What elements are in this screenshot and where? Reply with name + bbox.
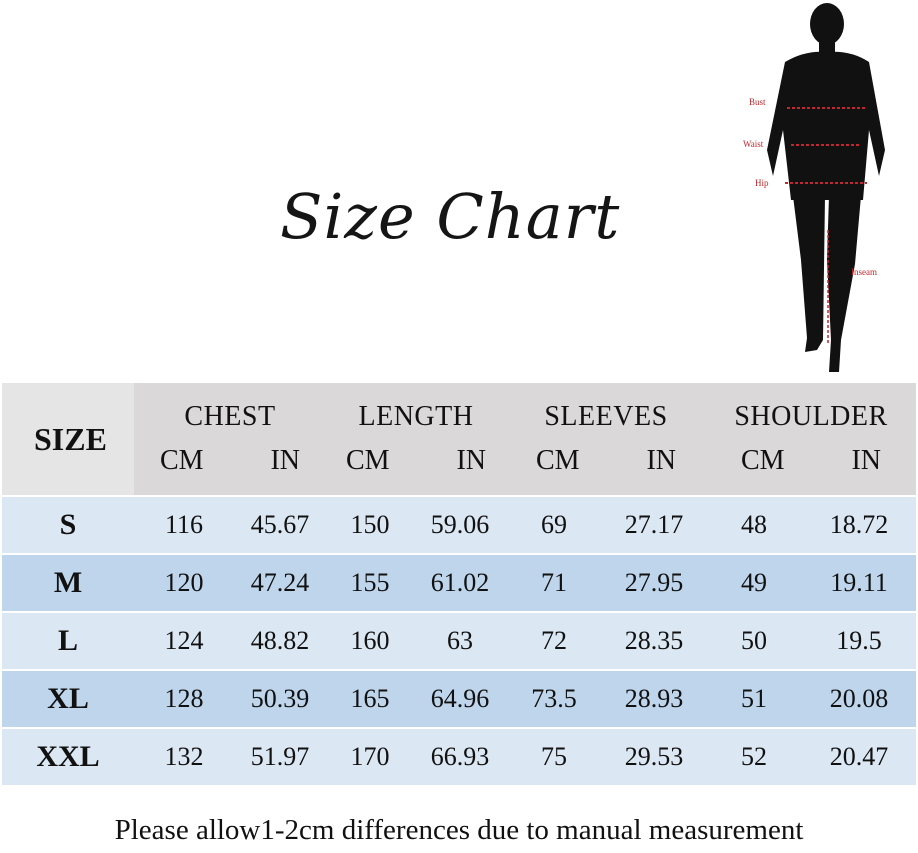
chest-header: CHEST CM IN [134,383,326,495]
in-cell: 61.02 [414,555,506,611]
in-cell: 19.5 [802,613,916,669]
in-cell: 20.08 [802,671,916,727]
in-cell: 64.96 [414,671,506,727]
in-cell: 28.93 [602,671,706,727]
cm-cell: 73.5 [506,671,602,727]
unit-cm: CM [536,445,580,476]
row-separator [2,553,916,555]
group-name: SHOULDER [734,401,888,432]
measurement-note: Please allow1-2cm differences due to man… [114,814,804,846]
size-header: SIZE [2,383,134,495]
unit-in: IN [851,445,881,476]
in-cell: 48.82 [234,613,326,669]
cm-cell: 69 [506,497,602,553]
size-cell: M [2,555,134,611]
size-cell: XXL [2,729,134,785]
in-cell: 29.53 [602,729,706,785]
man-silhouette-figure: Bust Waist Hip Inseam [743,3,885,372]
cm-cell: 160 [326,613,414,669]
shoulder-header: SHOULDER CM IN [706,383,916,495]
unit-in: IN [456,445,486,476]
in-cell: 47.24 [234,555,326,611]
row-separator [2,611,916,613]
cm-cell: 116 [134,497,234,553]
size-chart-table: SIZE CHEST CM IN LENGTH CM IN SLEEVES [2,383,916,785]
in-cell: 59.06 [414,497,506,553]
cm-cell: 48 [706,497,802,553]
row-separator [2,495,916,497]
sleeves-header: SLEEVES CM IN [506,383,706,495]
in-cell: 19.11 [802,555,916,611]
cm-cell: 128 [134,671,234,727]
waist-label: Waist [743,139,764,149]
size-cell: XL [2,671,134,727]
cm-cell: 72 [506,613,602,669]
hip-label: Hip [755,178,769,188]
table-row: M 120 47.24 155 61.02 71 27.95 49 19.11 [2,555,916,611]
cm-cell: 165 [326,671,414,727]
cm-cell: 75 [506,729,602,785]
unit-in: IN [270,445,300,476]
in-cell: 18.72 [802,497,916,553]
in-cell: 51.97 [234,729,326,785]
in-cell: 45.67 [234,497,326,553]
size-cell: L [2,613,134,669]
group-name: SLEEVES [544,401,668,432]
in-cell: 66.93 [414,729,506,785]
cm-cell: 50 [706,613,802,669]
group-name: CHEST [184,401,276,432]
table-row: S 116 45.67 150 59.06 69 27.17 48 18.72 [2,497,916,553]
in-cell: 28.35 [602,613,706,669]
cm-cell: 155 [326,555,414,611]
cm-cell: 124 [134,613,234,669]
cm-cell: 51 [706,671,802,727]
bust-label: Bust [749,97,766,107]
cm-cell: 170 [326,729,414,785]
group-name: LENGTH [358,401,474,432]
unit-cm: CM [160,445,204,476]
inseam-label: Inseam [851,267,877,277]
cm-cell: 52 [706,729,802,785]
length-header: LENGTH CM IN [326,383,506,495]
in-cell: 27.95 [602,555,706,611]
table-row: XXL 132 51.97 170 66.93 75 29.53 52 20.47 [2,729,916,785]
cm-cell: 71 [506,555,602,611]
table-header-row: SIZE CHEST CM IN LENGTH CM IN SLEEVES [2,383,916,495]
row-separator [2,669,916,671]
cm-cell: 132 [134,729,234,785]
in-cell: 50.39 [234,671,326,727]
unit-cm: CM [741,445,785,476]
in-cell: 27.17 [602,497,706,553]
in-cell: 20.47 [802,729,916,785]
row-separator [2,727,916,729]
in-cell: 63 [414,613,506,669]
table-row: L 124 48.82 160 63 72 28.35 50 19.5 [2,613,916,669]
cm-cell: 150 [326,497,414,553]
unit-cm: CM [346,445,390,476]
cm-cell: 120 [134,555,234,611]
page-title: Size Chart [280,180,621,253]
unit-in: IN [646,445,676,476]
cm-cell: 49 [706,555,802,611]
table-row: XL 128 50.39 165 64.96 73.5 28.93 51 20.08 [2,671,916,727]
size-cell: S [2,497,134,553]
